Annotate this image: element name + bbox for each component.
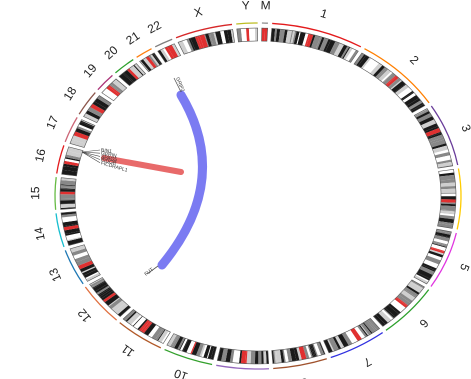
track-arc-12 — [84, 286, 118, 321]
chromosome-label-7: 7 — [361, 354, 374, 370]
chromosome-label-20: 20 — [101, 43, 121, 63]
chromosome-3 — [413, 108, 454, 169]
chromosome-5 — [413, 228, 452, 285]
gene-label-cluster: BIN1 — [101, 148, 113, 156]
chromosome-labels: 12345678910111213141516171819202122XYM — [28, 0, 471, 379]
track-arc-6 — [385, 289, 430, 331]
track-arc-19 — [97, 74, 113, 91]
track-arc-3 — [430, 105, 459, 166]
chromosome-label-M: M — [260, 0, 270, 12]
link-layer — [101, 90, 207, 270]
chromosome-label-1: 1 — [319, 6, 330, 21]
chromosome-9 — [216, 347, 270, 365]
chromosome-21 — [139, 52, 163, 73]
chromosome-17 — [69, 119, 96, 148]
chromosome-color-track — [54, 22, 462, 370]
track-arc-13 — [64, 250, 84, 285]
link-red — [101, 155, 184, 175]
track-arc-11 — [119, 322, 162, 349]
chromosome-label-6: 6 — [416, 316, 431, 331]
gene-label-cluster: GPRIN — [100, 151, 117, 160]
track-arc-14 — [55, 213, 65, 248]
chromosome-4 — [437, 168, 457, 229]
chromosome-label-16: 16 — [32, 147, 49, 163]
chromosome-label-10: 10 — [172, 366, 190, 379]
chromosome-label-5: 5 — [457, 262, 471, 274]
track-arc-16 — [56, 145, 65, 174]
chromosome-Y — [236, 27, 258, 43]
chromosome-2 — [353, 52, 426, 113]
chromosome-label-21: 21 — [123, 28, 142, 47]
chromosome-label-13: 13 — [46, 266, 64, 284]
track-arc-4 — [456, 168, 462, 230]
track-arc-21 — [136, 48, 152, 58]
gene-label-bottom: FUT — [144, 267, 155, 278]
chromosome-X — [177, 29, 235, 55]
chromosome-label-8: 8 — [299, 375, 309, 379]
track-arc-X — [175, 23, 233, 39]
chromosome-label-19: 19 — [80, 61, 100, 81]
chromosome-label-2: 2 — [407, 53, 422, 68]
chromosome-label-X: X — [192, 4, 203, 20]
chromosome-22 — [157, 43, 182, 63]
chromosome-16 — [61, 146, 84, 177]
chromosome-M — [261, 27, 268, 42]
track-arc-10 — [164, 348, 213, 366]
chromosome-label-17: 17 — [43, 113, 61, 131]
track-arc-9 — [216, 364, 270, 370]
track-arc-22 — [154, 38, 173, 48]
chromosome-label-3: 3 — [459, 122, 471, 134]
track-arc-1 — [272, 22, 362, 48]
gene-label-top: GRIP2 — [174, 77, 185, 93]
chromosome-8 — [271, 341, 326, 364]
chromosome-6 — [372, 279, 425, 327]
chromosome-label-15: 15 — [28, 186, 42, 200]
track-arc-20 — [115, 58, 134, 74]
link-blue — [157, 90, 207, 270]
chromosome-18 — [83, 95, 112, 124]
track-arc-2 — [364, 48, 430, 104]
track-arc-17 — [64, 117, 78, 143]
gene-label-cluster: SPAG5 — [100, 154, 117, 163]
track-arc-8 — [273, 358, 327, 370]
track-arc-Y — [236, 22, 258, 25]
chromosome-19 — [101, 78, 128, 102]
chromosome-label-22: 22 — [145, 18, 164, 37]
chromosome-12 — [89, 277, 132, 317]
chromosome-7 — [323, 317, 381, 354]
chromosome-1 — [270, 28, 359, 63]
chromosome-13 — [69, 244, 101, 282]
gene-label-cluster: PIDGR — [100, 157, 117, 167]
chromosome-20 — [118, 63, 146, 87]
chromosome-label-11: 11 — [118, 341, 137, 360]
chromosome-15 — [59, 177, 77, 210]
track-arc-18 — [78, 92, 96, 115]
chromosome-label-18: 18 — [61, 84, 80, 103]
chromosome-11 — [122, 309, 171, 344]
chromosome-label-12: 12 — [75, 306, 94, 325]
track-arc-5 — [430, 232, 457, 287]
chromosome-label-Y: Y — [241, 0, 250, 13]
track-arc-7 — [330, 332, 384, 359]
chromosome-14 — [60, 211, 84, 246]
ideogram-ring — [59, 27, 457, 365]
chromosome-10 — [166, 333, 217, 360]
chromosome-label-14: 14 — [31, 226, 47, 242]
track-arc-15 — [54, 177, 57, 210]
